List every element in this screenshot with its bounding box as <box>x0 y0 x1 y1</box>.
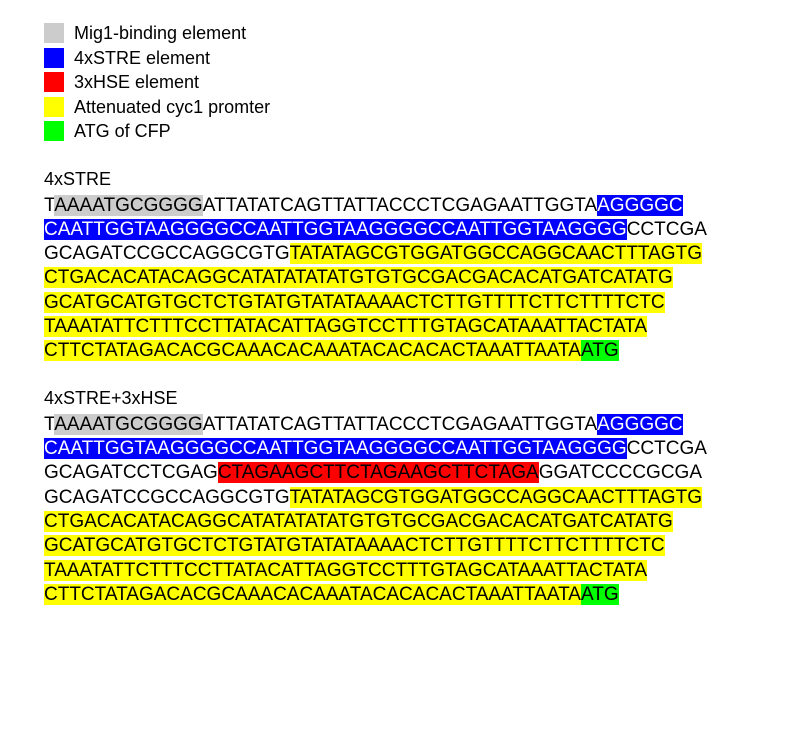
sequence-line: TAAAATGCGGGGATTATATCAGTTATTACCCTCGAGAATT… <box>44 194 772 218</box>
seq-segment-plain: GGATCCCCGCGA <box>539 462 702 483</box>
legend-label: Mig1-binding element <box>74 22 246 45</box>
legend-label: 4xSTRE element <box>74 47 210 70</box>
sequence-line: CTGACACATACAGGCATATATATATGTGTGCGACGACACA… <box>44 266 772 290</box>
legend-row: 4xSTRE element <box>44 47 772 70</box>
sequence-line: CTTCTATAGACACGCAAACACAAATACACACACTAAATTA… <box>44 339 772 363</box>
sequence-line: TAAATATTCTTTCCTTATACATTAGGTCCTTTGTAGCATA… <box>44 559 772 583</box>
seq-segment-cyc1: GCATGCATGTGCTCTGTATGTATATAAAACTCTTGTTTTC… <box>44 292 665 313</box>
sequence-line: TAAAATGCGGGGATTATATCAGTTATTACCCTCGAGAATT… <box>44 413 772 437</box>
seq-segment-stre: CAATTGGTAAGGGGCCAATTGGTAAGGGGCCAATTGGTAA… <box>44 219 627 240</box>
seq-segment-cyc1: GCATGCATGTGCTCTGTATGTATATAAAACTCTTGTTTTC… <box>44 535 665 556</box>
sequence-line: GCAGATCCGCCAGGCGTGTATATAGCGTGGATGGCCAGGC… <box>44 242 772 266</box>
legend-label: Attenuated cyc1 promter <box>74 96 270 119</box>
seq-segment-cyc1: TAAATATTCTTTCCTTATACATTAGGTCCTTTGTAGCATA… <box>44 316 647 337</box>
seq-segment-mig1: AAAATGCGGGG <box>54 195 203 216</box>
sequence-line: GCAGATCCGCCAGGCGTGTATATAGCGTGGATGGCCAGGC… <box>44 486 772 510</box>
seq-segment-hse: CTAGAAGCTTCTAGAAGCTTCTAGA <box>218 462 539 483</box>
section-title-4xstre-3xhse: 4xSTRE+3xHSE <box>44 388 772 409</box>
seq-segment-plain: GCAGATCCTCGAG <box>44 462 218 483</box>
legend-row: ATG of CFP <box>44 120 772 143</box>
seq-segment-plain: ATTATATCAGTTATTACCCTCGAGAATTGGTA <box>203 414 597 435</box>
legend: Mig1-binding element 4xSTRE element 3xHS… <box>44 22 772 143</box>
seq-segment-plain: GCAGATCCGCCAGGCGTG <box>44 243 290 264</box>
seq-segment-plain: T <box>44 195 54 216</box>
seq-segment-cyc1: CTTCTATAGACACGCAAACACAAATACACACACTAAATTA… <box>44 584 581 605</box>
seq-segment-cyc1: TATATAGCGTGGATGGCCAGGCAACTTTAGTG <box>290 487 702 508</box>
legend-swatch-atg <box>44 121 64 141</box>
figure-root: { "colors": { "mig1": "#cccccc", "stre":… <box>0 0 800 752</box>
sequence-line: GCAGATCCTCGAGCTAGAAGCTTCTAGAAGCTTCTAGAGG… <box>44 461 772 485</box>
seq-segment-cyc1: TAAATATTCTTTCCTTATACATTAGGTCCTTTGTAGCATA… <box>44 560 647 581</box>
sequence-line: TAAATATTCTTTCCTTATACATTAGGTCCTTTGTAGCATA… <box>44 315 772 339</box>
section-title-4xstre: 4xSTRE <box>44 169 772 190</box>
sequence-line: CTTCTATAGACACGCAAACACAAATACACACACTAAATTA… <box>44 583 772 607</box>
seq-segment-cyc1: CTTCTATAGACACGCAAACACAAATACACACACTAAATTA… <box>44 340 581 361</box>
seq-segment-plain: GCAGATCCGCCAGGCGTG <box>44 487 290 508</box>
seq-segment-cyc1: CTGACACATACAGGCATATATATATGTGTGCGACGACACA… <box>44 267 673 288</box>
sequence-line: CAATTGGTAAGGGGCCAATTGGTAAGGGGCCAATTGGTAA… <box>44 437 772 461</box>
legend-label: 3xHSE element <box>74 71 199 94</box>
sequence-line: CAATTGGTAAGGGGCCAATTGGTAAGGGGCCAATTGGTAA… <box>44 218 772 242</box>
seq-segment-atg: ATG <box>581 584 619 605</box>
seq-segment-mig1: AAAATGCGGGG <box>54 414 203 435</box>
seq-segment-cyc1: TATATAGCGTGGATGGCCAGGCAACTTTAGTG <box>290 243 702 264</box>
seq-segment-plain: CCTCGA <box>627 438 707 459</box>
seq-segment-stre: AGGGGC <box>597 195 683 216</box>
seq-segment-plain: T <box>44 414 54 435</box>
legend-swatch-hse <box>44 72 64 92</box>
legend-row: 3xHSE element <box>44 71 772 94</box>
legend-label: ATG of CFP <box>74 120 171 143</box>
seq-segment-stre: CAATTGGTAAGGGGCCAATTGGTAAGGGGCCAATTGGTAA… <box>44 438 627 459</box>
seq-segment-plain: ATTATATCAGTTATTACCCTCGAGAATTGGTA <box>203 195 597 216</box>
legend-swatch-cyc1 <box>44 97 64 117</box>
sequence-block-4xstre: TAAAATGCGGGGATTATATCAGTTATTACCCTCGAGAATT… <box>44 194 772 364</box>
legend-swatch-stre <box>44 48 64 68</box>
sequence-line: GCATGCATGTGCTCTGTATGTATATAAAACTCTTGTTTTC… <box>44 291 772 315</box>
seq-segment-plain: CCTCGA <box>627 219 707 240</box>
legend-row: Attenuated cyc1 promter <box>44 96 772 119</box>
seq-segment-atg: ATG <box>581 340 619 361</box>
legend-row: Mig1-binding element <box>44 22 772 45</box>
sequence-line: CTGACACATACAGGCATATATATATGTGTGCGACGACACA… <box>44 510 772 534</box>
sequence-block-4xstre-3xhse: TAAAATGCGGGGATTATATCAGTTATTACCCTCGAGAATT… <box>44 413 772 608</box>
seq-segment-cyc1: CTGACACATACAGGCATATATATATGTGTGCGACGACACA… <box>44 511 673 532</box>
legend-swatch-mig1 <box>44 23 64 43</box>
sequence-line: GCATGCATGTGCTCTGTATGTATATAAAACTCTTGTTTTC… <box>44 534 772 558</box>
seq-segment-stre: AGGGGC <box>597 414 683 435</box>
